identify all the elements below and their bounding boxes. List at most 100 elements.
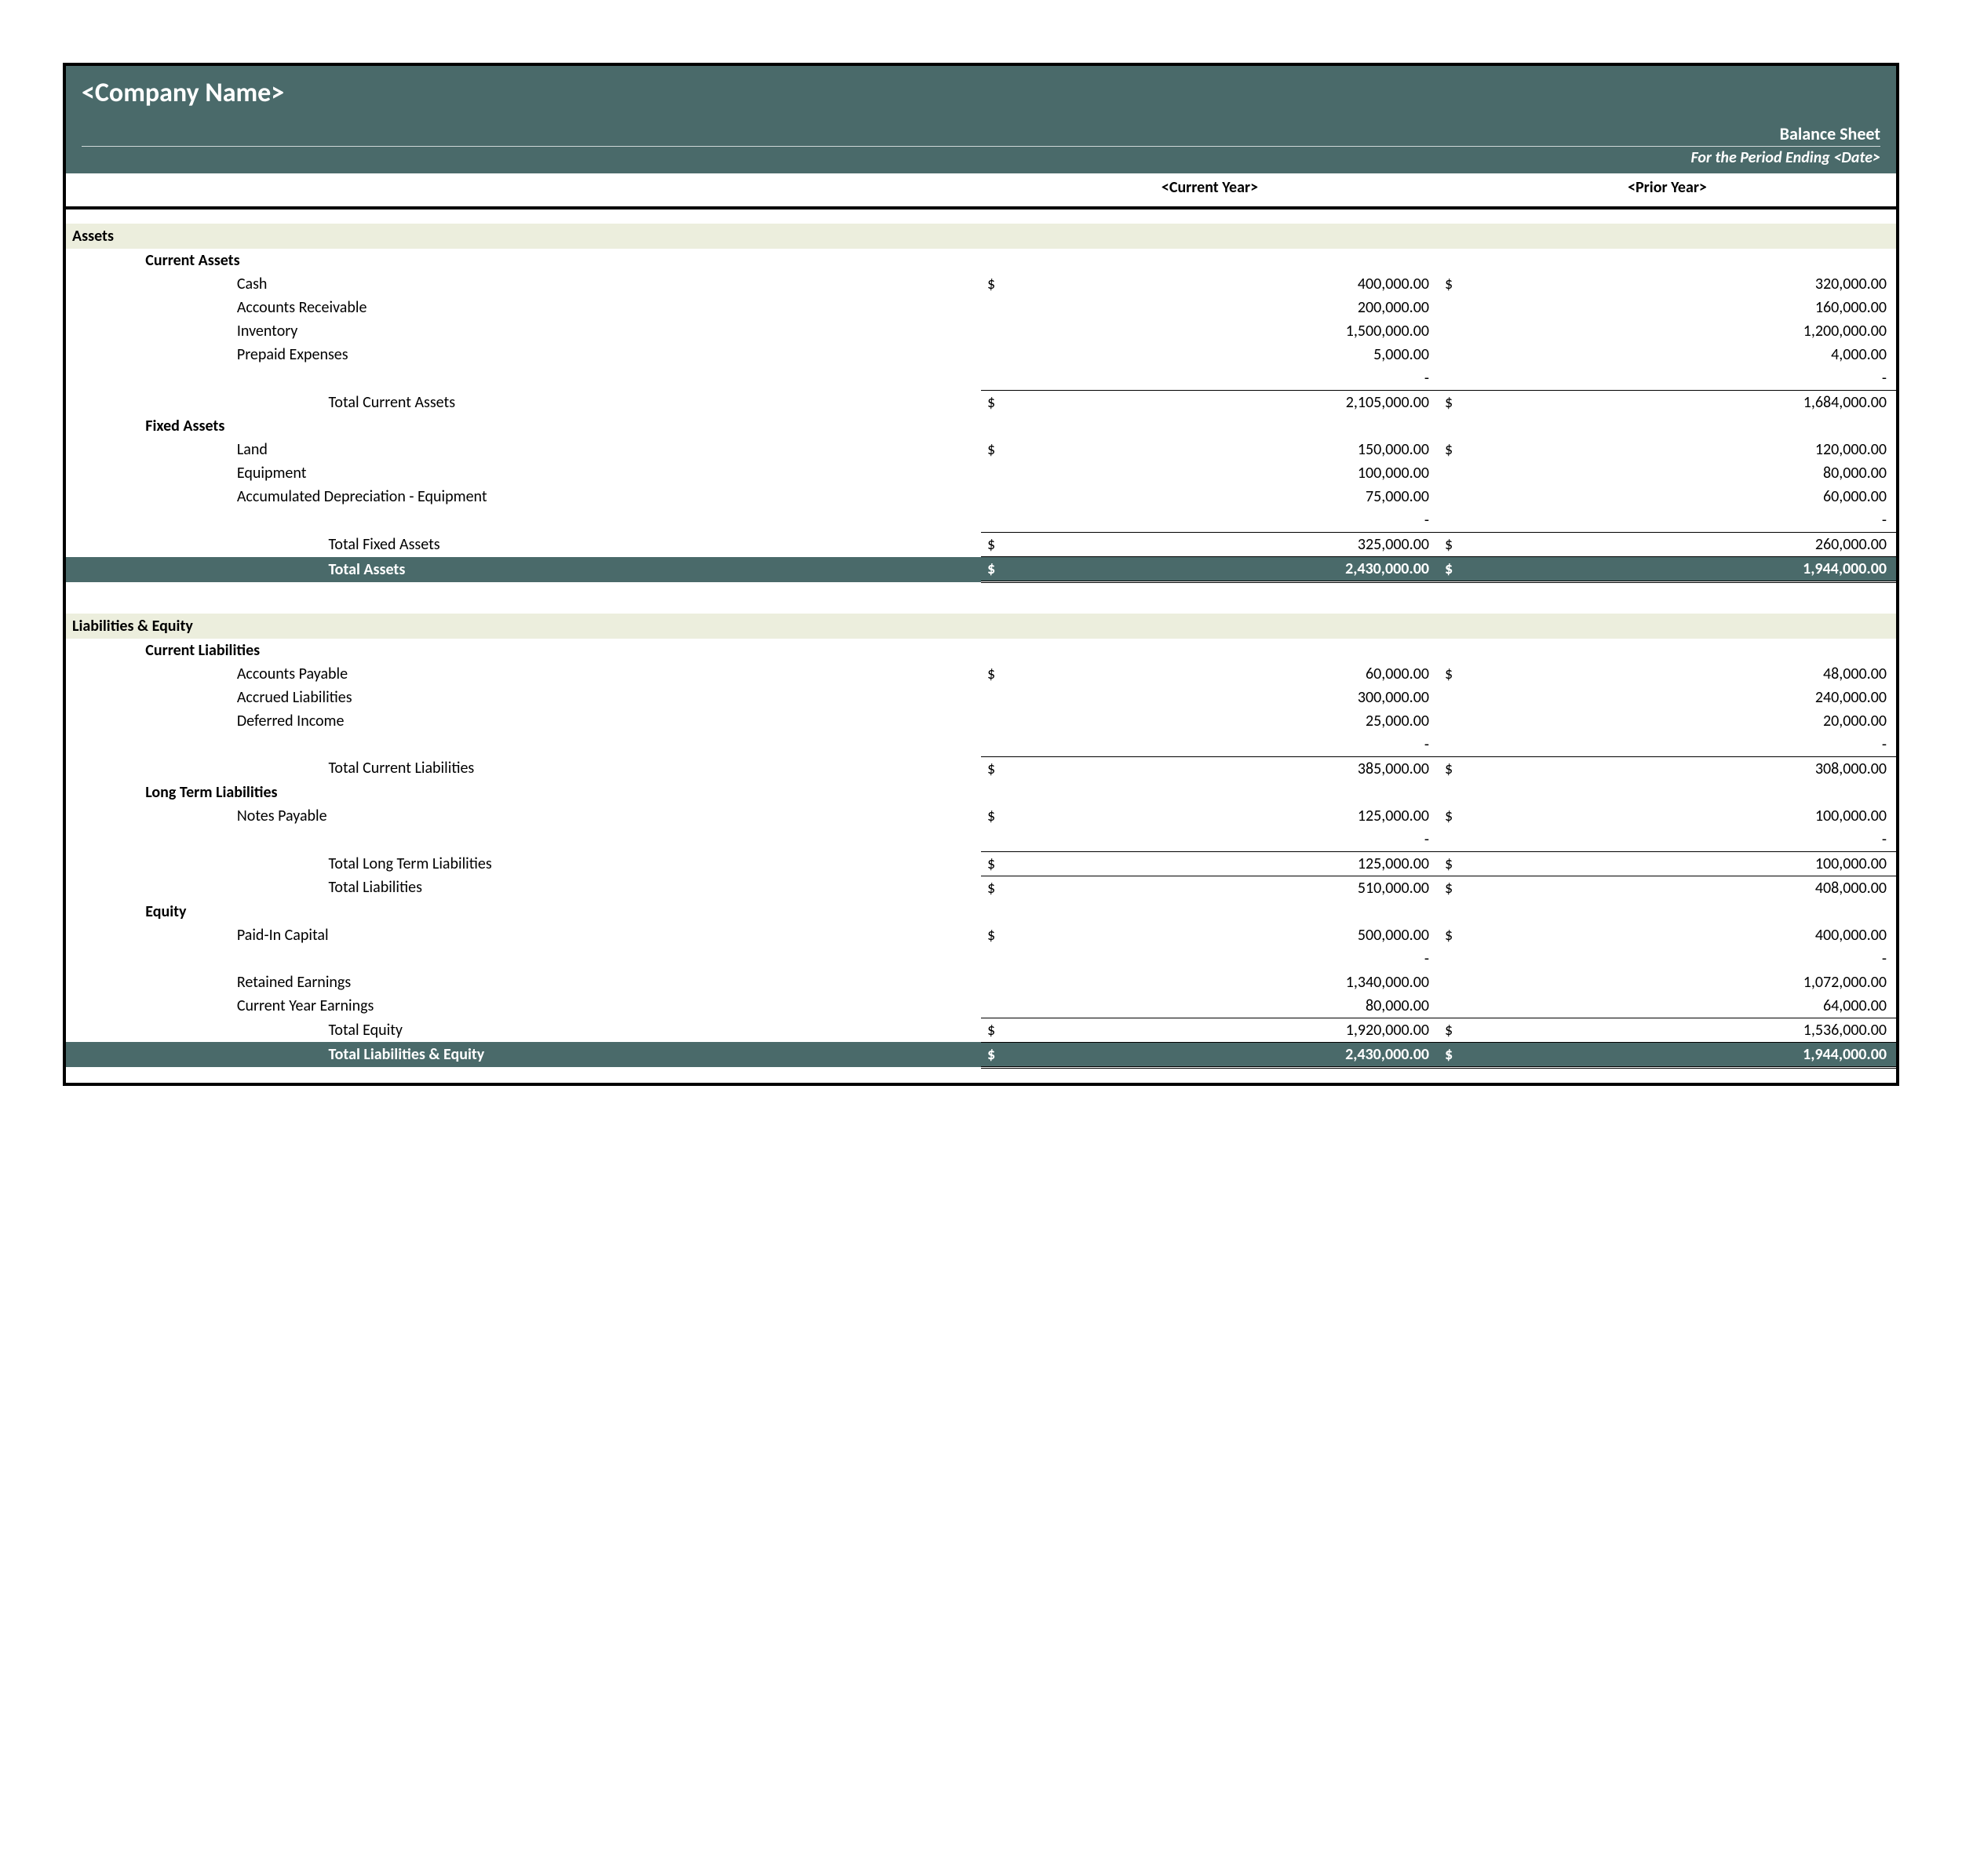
line-item-cur-val: 80,000.00 (1036, 994, 1439, 1018)
line-item-prior-val: 64,000.00 (1493, 994, 1896, 1018)
period-line: For the Period Ending <Date> (82, 146, 1880, 167)
line-item-prior-sym (1439, 947, 1493, 971)
line-item-label: Notes Payable (231, 804, 981, 828)
balance-sheet: <Company Name> Balance Sheet For the Per… (63, 63, 1899, 1086)
line-item-label: Retained Earnings (231, 971, 981, 994)
total-assets-label: Total Assets (322, 557, 981, 582)
total-equity-row: Total Equity $ 1,920,000.00 $ 1,536,000.… (66, 1018, 1896, 1042)
liabilities-section-header: Liabilities & Equity (66, 614, 1896, 639)
line-item-prior-sym (1439, 971, 1493, 994)
line-item-cur-val: - (1036, 733, 1439, 757)
line-item-prior-val: - (1493, 947, 1896, 971)
line-item-row: Prepaid Expenses5,000.004,000.00 (66, 343, 1896, 366)
line-item-prior-sym (1439, 686, 1493, 709)
total-liabilities-row: Total Liabilities $ 510,000.00 $ 408,000… (66, 876, 1896, 900)
header-band: <Company Name> Balance Sheet For the Per… (66, 66, 1896, 173)
line-item-row: Current Year Earnings 80,000.00 64,000.00 (66, 994, 1896, 1018)
line-item-cur-val: 1,340,000.00 (1036, 971, 1439, 994)
line-item-cur-sym (981, 343, 1036, 366)
line-item-prior-sym (1439, 485, 1493, 508)
line-item-prior-val: 160,000.00 (1493, 296, 1896, 319)
total-current-liabilities-label: Total Current Liabilities (322, 756, 981, 781)
line-item-label (231, 508, 981, 533)
line-item-cur-sym (981, 994, 1036, 1018)
current-assets-header: Current Assets (66, 249, 1896, 272)
line-item-prior-sym: $ (1439, 438, 1493, 461)
line-item-row: -- (66, 733, 1896, 757)
line-item-cur-val: 500,000.00 (1036, 923, 1439, 947)
line-item-prior-sym (1439, 461, 1493, 485)
line-item-cur-sym (981, 296, 1036, 319)
line-item-prior-val: 400,000.00 (1493, 923, 1896, 947)
line-item-row: Accrued Liabilities300,000.00240,000.00 (66, 686, 1896, 709)
line-item-prior-sym (1439, 319, 1493, 343)
balance-table: <Current Year> <Prior Year> Assets Curre… (66, 173, 1896, 1083)
company-name: <Company Name> (82, 77, 1880, 109)
longterm-liabilities-rows: Notes Payable$125,000.00$100,000.00-- (66, 804, 1896, 852)
line-item-cur-sym (981, 485, 1036, 508)
line-item-cur-sym (981, 971, 1036, 994)
line-item-row: -- (66, 366, 1896, 391)
total-fixed-assets-label: Total Fixed Assets (322, 533, 981, 557)
line-item-prior-val: 60,000.00 (1493, 485, 1896, 508)
line-item-cur-sym (981, 686, 1036, 709)
current-assets-rows: Cash$400,000.00$320,000.00Accounts Recei… (66, 272, 1896, 391)
line-item-label: Paid-In Capital (231, 923, 981, 947)
line-item-row: Cash$400,000.00$320,000.00 (66, 272, 1896, 296)
longterm-liabilities-title: Long Term Liabilities (139, 781, 1896, 804)
line-item-cur-val: 400,000.00 (1036, 272, 1439, 296)
line-item-label: Current Year Earnings (231, 994, 981, 1018)
line-item-cur-val: - (1036, 508, 1439, 533)
line-item-prior-val: 240,000.00 (1493, 686, 1896, 709)
line-item-cur-sym: $ (981, 272, 1036, 296)
line-item-prior-val: 320,000.00 (1493, 272, 1896, 296)
total-longterm-liabilities-label: Total Long Term Liabilities (322, 851, 981, 876)
equity-title: Equity (139, 900, 1896, 923)
line-item-label: Cash (231, 272, 981, 296)
header-right: Balance Sheet For the Period Ending <Dat… (82, 123, 1880, 167)
line-item-prior-sym (1439, 828, 1493, 852)
line-item-prior-val: - (1493, 508, 1896, 533)
total-current-liabilities-row: Total Current Liabilities $ 385,000.00 $… (66, 756, 1896, 781)
equity-header: Equity (66, 900, 1896, 923)
line-item-label: Equipment (231, 461, 981, 485)
line-item-label: Accumulated Depreciation - Equipment (231, 485, 981, 508)
line-item-cur-val: 1,500,000.00 (1036, 319, 1439, 343)
line-item-row: Accounts Payable$60,000.00$48,000.00 (66, 662, 1896, 686)
line-item-prior-sym: $ (1439, 804, 1493, 828)
line-item-row: -- (66, 947, 1896, 971)
line-item-label (231, 947, 981, 971)
line-item-cur-sym (981, 709, 1036, 733)
line-item-cur-val: 25,000.00 (1036, 709, 1439, 733)
total-fixed-assets-row: Total Fixed Assets $ 325,000.00 $ 260,00… (66, 533, 1896, 557)
line-item-prior-sym: $ (1439, 923, 1493, 947)
line-item-prior-val: 1,072,000.00 (1493, 971, 1896, 994)
total-liabilities-label: Total Liabilities (322, 876, 981, 900)
line-item-row: -- (66, 508, 1896, 533)
fixed-assets-header: Fixed Assets (66, 414, 1896, 438)
current-assets-title: Current Assets (139, 249, 1896, 272)
line-item-prior-val: 48,000.00 (1493, 662, 1896, 686)
line-item-label (231, 366, 981, 391)
line-item-row: -- (66, 828, 1896, 852)
total-current-assets-row: Total Current Assets $ 2,105,000.00 $ 1,… (66, 391, 1896, 415)
line-item-row: Accumulated Depreciation - Equipment75,0… (66, 485, 1896, 508)
line-item-prior-val: 20,000.00 (1493, 709, 1896, 733)
line-item-prior-sym (1439, 733, 1493, 757)
line-item-cur-val: 200,000.00 (1036, 296, 1439, 319)
longterm-liabilities-header: Long Term Liabilities (66, 781, 1896, 804)
line-item-prior-sym (1439, 366, 1493, 391)
fixed-assets-title: Fixed Assets (139, 414, 1896, 438)
line-item-row: Land$150,000.00$120,000.00 (66, 438, 1896, 461)
line-item-cur-sym: $ (981, 804, 1036, 828)
line-item-label: Prepaid Expenses (231, 343, 981, 366)
line-item-cur-val: - (1036, 947, 1439, 971)
line-item-prior-val: - (1493, 733, 1896, 757)
line-item-label: Accrued Liabilities (231, 686, 981, 709)
line-item-row: Retained Earnings 1,340,000.00 1,072,000.0… (66, 971, 1896, 994)
fixed-assets-rows: Land$150,000.00$120,000.00Equipment100,0… (66, 438, 1896, 533)
line-item-prior-sym (1439, 343, 1493, 366)
total-current-assets-label: Total Current Assets (322, 391, 981, 415)
line-item-cur-val: - (1036, 828, 1439, 852)
total-longterm-liabilities-row: Total Long Term Liabilities $ 125,000.00… (66, 851, 1896, 876)
